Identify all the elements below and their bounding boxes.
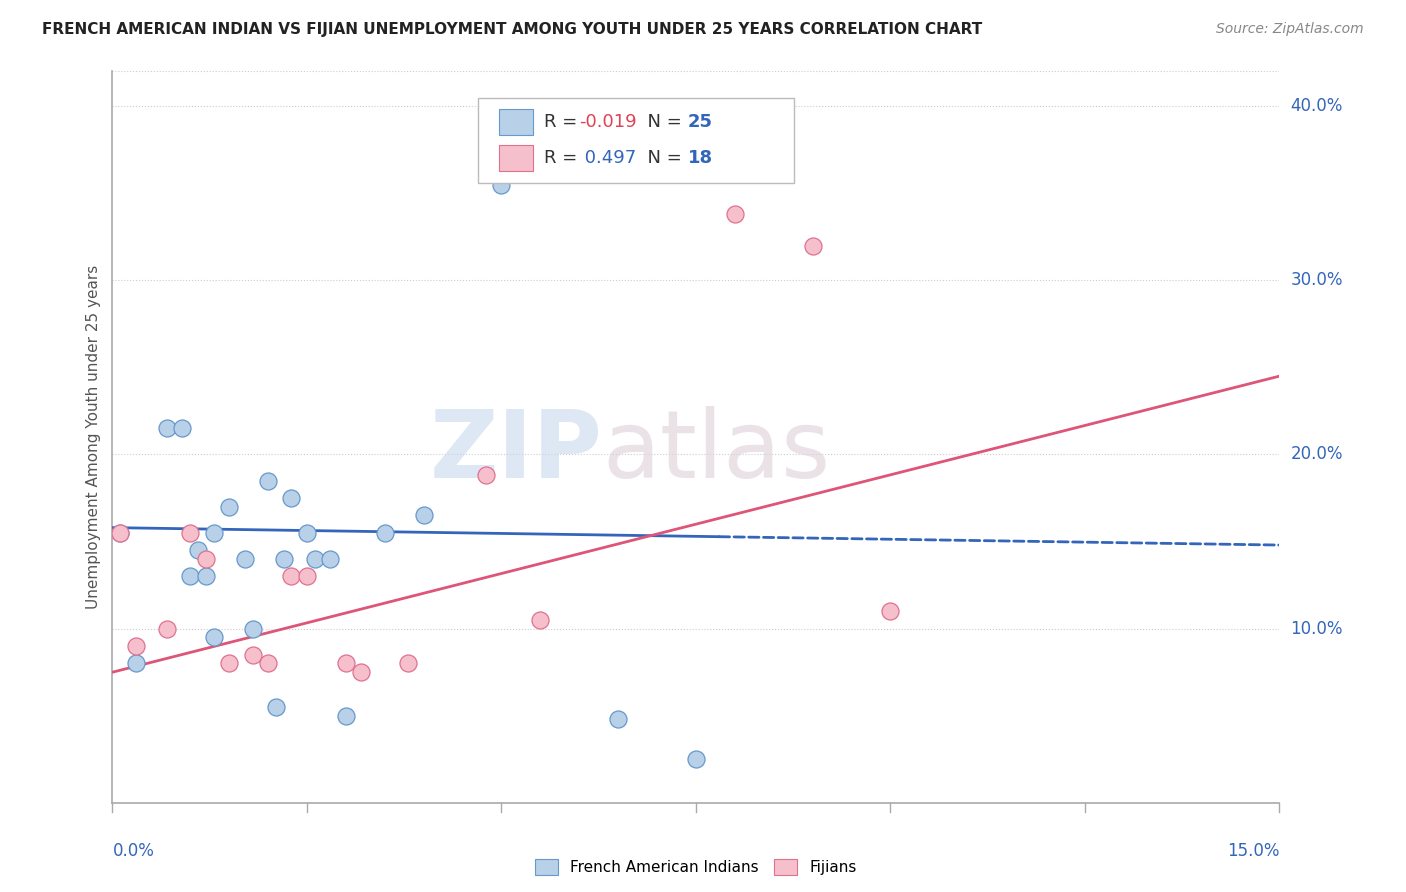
- Point: [335, 708, 357, 723]
- Point: [280, 491, 302, 505]
- Text: 18: 18: [688, 149, 713, 167]
- Point: [724, 207, 747, 221]
- Point: [607, 712, 630, 726]
- Text: N =: N =: [636, 113, 688, 131]
- Point: [125, 657, 148, 671]
- Point: [110, 525, 132, 540]
- Point: [179, 569, 201, 583]
- Point: [304, 552, 326, 566]
- Text: 25: 25: [688, 113, 713, 131]
- Point: [475, 468, 498, 483]
- Point: [156, 421, 179, 435]
- Point: [491, 178, 513, 192]
- Point: [264, 700, 287, 714]
- Y-axis label: Unemployment Among Youth under 25 years: Unemployment Among Youth under 25 years: [86, 265, 101, 609]
- Point: [187, 543, 209, 558]
- Point: [257, 474, 280, 488]
- Point: [125, 639, 148, 653]
- Text: 10.0%: 10.0%: [1291, 620, 1343, 638]
- Point: [280, 569, 302, 583]
- Text: R =: R =: [544, 149, 583, 167]
- Point: [412, 508, 434, 523]
- Text: 0.0%: 0.0%: [112, 842, 155, 860]
- Point: [879, 604, 901, 618]
- Point: [233, 552, 256, 566]
- Text: 30.0%: 30.0%: [1291, 271, 1343, 289]
- Point: [179, 525, 201, 540]
- Point: [374, 525, 396, 540]
- Point: [242, 648, 264, 662]
- Point: [194, 552, 217, 566]
- Point: [110, 525, 132, 540]
- Point: [350, 665, 373, 680]
- Point: [172, 421, 194, 435]
- Point: [295, 569, 318, 583]
- Point: [242, 622, 264, 636]
- Text: 0.497: 0.497: [579, 149, 637, 167]
- Text: 15.0%: 15.0%: [1227, 842, 1279, 860]
- Point: [335, 657, 357, 671]
- Point: [273, 552, 295, 566]
- Text: R =: R =: [544, 113, 583, 131]
- Point: [295, 525, 318, 540]
- Point: [685, 752, 707, 766]
- Text: N =: N =: [636, 149, 688, 167]
- Point: [257, 657, 280, 671]
- Text: atlas: atlas: [603, 406, 831, 498]
- Point: [218, 500, 240, 514]
- Text: 40.0%: 40.0%: [1291, 97, 1343, 115]
- Text: Source: ZipAtlas.com: Source: ZipAtlas.com: [1216, 22, 1364, 37]
- Point: [202, 525, 225, 540]
- Text: -0.019: -0.019: [579, 113, 637, 131]
- Text: ZIP: ZIP: [430, 406, 603, 498]
- Point: [396, 657, 419, 671]
- Point: [156, 622, 179, 636]
- Point: [218, 657, 240, 671]
- Text: FRENCH AMERICAN INDIAN VS FIJIAN UNEMPLOYMENT AMONG YOUTH UNDER 25 YEARS CORRELA: FRENCH AMERICAN INDIAN VS FIJIAN UNEMPLO…: [42, 22, 983, 37]
- Legend: French American Indians, Fijians: French American Indians, Fijians: [527, 852, 865, 883]
- Point: [529, 613, 551, 627]
- Point: [194, 569, 217, 583]
- Point: [319, 552, 342, 566]
- Point: [801, 238, 824, 252]
- Text: 20.0%: 20.0%: [1291, 445, 1343, 464]
- Point: [202, 631, 225, 645]
